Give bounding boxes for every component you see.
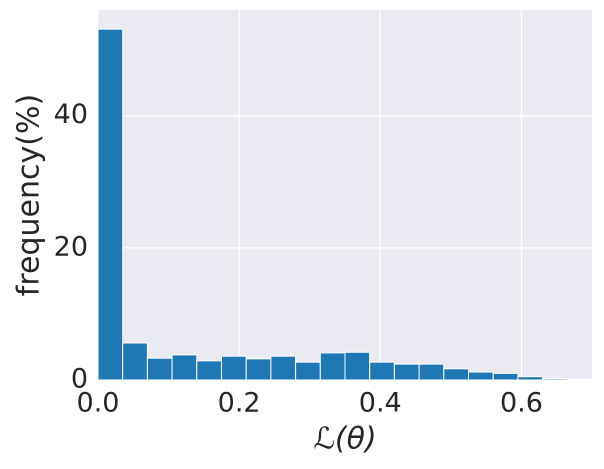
histogram-bar [97,28,124,381]
y-axis-label: frequency(%) [12,94,47,296]
histogram-bar [566,378,593,381]
histogram-bar [468,371,494,381]
y-tick-label: 0 [71,364,88,395]
plot-area [98,10,592,380]
y-tick-label: 20 [54,231,88,262]
histogram-bar [344,351,371,381]
x-tick-label: 0.2 [218,388,261,419]
histogram-bar [295,361,321,381]
histogram-bar [122,342,148,381]
x-tick-label: 0.0 [77,388,120,419]
x-tick-label: 0.6 [500,388,543,419]
histogram-bar [171,354,198,381]
histogram-bar [270,355,297,381]
histogram-bar [221,355,247,381]
histogram-bar [393,363,420,381]
histogram-bar [542,378,568,381]
histogram-bar [443,368,469,381]
histogram-bar [369,361,395,381]
histogram-bar [245,358,272,381]
histogram-bar [196,360,223,381]
x-axis-label: ℒ(θ) [313,422,376,457]
histogram-bar [418,363,445,381]
y-tick-label: 40 [54,99,88,130]
x-tick-label: 0.4 [359,388,402,419]
histogram-bar [492,372,519,381]
histogram-bar [146,357,173,381]
histogram-bar [319,352,346,381]
histogram-bar [517,376,544,381]
